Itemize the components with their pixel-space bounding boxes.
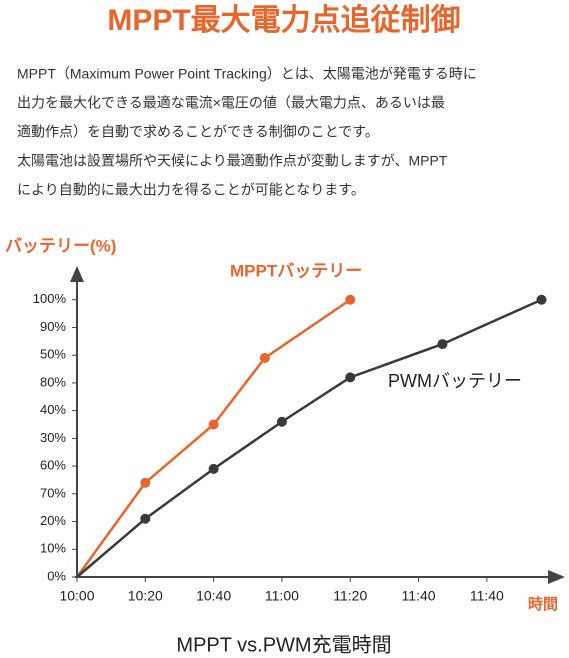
description-line: 出力を最大化できる最適な電流×電圧の値（最大電力点、あるいは最 <box>17 95 445 111</box>
point <box>345 372 356 383</box>
point <box>276 416 287 427</box>
y-tick-label: 80% <box>40 374 66 389</box>
y-tick-label: 50% <box>40 347 66 362</box>
chart-title: MPPT最大電力点追従制御 <box>107 3 460 37</box>
y-tick-label: 10% <box>40 541 66 556</box>
point <box>345 294 356 305</box>
legend-label: PWMバッテリー <box>388 371 522 391</box>
y-tick-label: 100% <box>33 291 67 306</box>
y-tick-label: 0% <box>47 568 66 583</box>
series-line <box>75 298 351 578</box>
legend-label: MPPTバッテリー <box>230 261 362 280</box>
description-line: 適動作点）を自動で求めることができる制御のことです。 <box>17 124 379 140</box>
x-tick-label: 11:00 <box>265 588 299 604</box>
description-line: MPPT（Maximum Power Point Tracking）とは、太陽電… <box>17 66 477 82</box>
point <box>437 339 448 350</box>
x-tick-label: 11:20 <box>333 588 367 604</box>
y-tick-label: 70% <box>40 485 66 500</box>
point <box>536 294 547 305</box>
x-tick-label: 10:00 <box>59 588 94 604</box>
caption: MPPT vs.PWM充電時間 <box>176 633 391 656</box>
y-arrow <box>70 266 84 282</box>
y-tick-label: 90% <box>40 319 66 334</box>
description-line: により自動的に最大出力を得ることが可能となります。 <box>17 182 365 198</box>
series-line <box>76 298 543 578</box>
x-tick-label: 11:40 <box>470 588 504 604</box>
point <box>208 419 219 430</box>
x-tick-label: 11:40 <box>402 588 436 604</box>
description-line: 太陽電池は設置場所や天候により最適動作点が変動しますが、MPPT <box>17 153 448 169</box>
x-axis-label: 時間 <box>528 595 558 613</box>
x-arrow <box>548 570 565 584</box>
point <box>140 477 151 488</box>
point <box>140 513 151 524</box>
y-tick-label: 20% <box>40 513 66 528</box>
point <box>259 352 270 363</box>
y-tick-label: 40% <box>40 402 66 417</box>
y-axis-label: バッテリー(%) <box>5 236 116 255</box>
x-tick-label: 10:20 <box>128 588 163 604</box>
point <box>208 463 219 474</box>
x-tick-label: 10:40 <box>196 588 231 604</box>
y-tick-label: 30% <box>40 430 66 445</box>
y-tick-label: 60% <box>40 458 66 473</box>
